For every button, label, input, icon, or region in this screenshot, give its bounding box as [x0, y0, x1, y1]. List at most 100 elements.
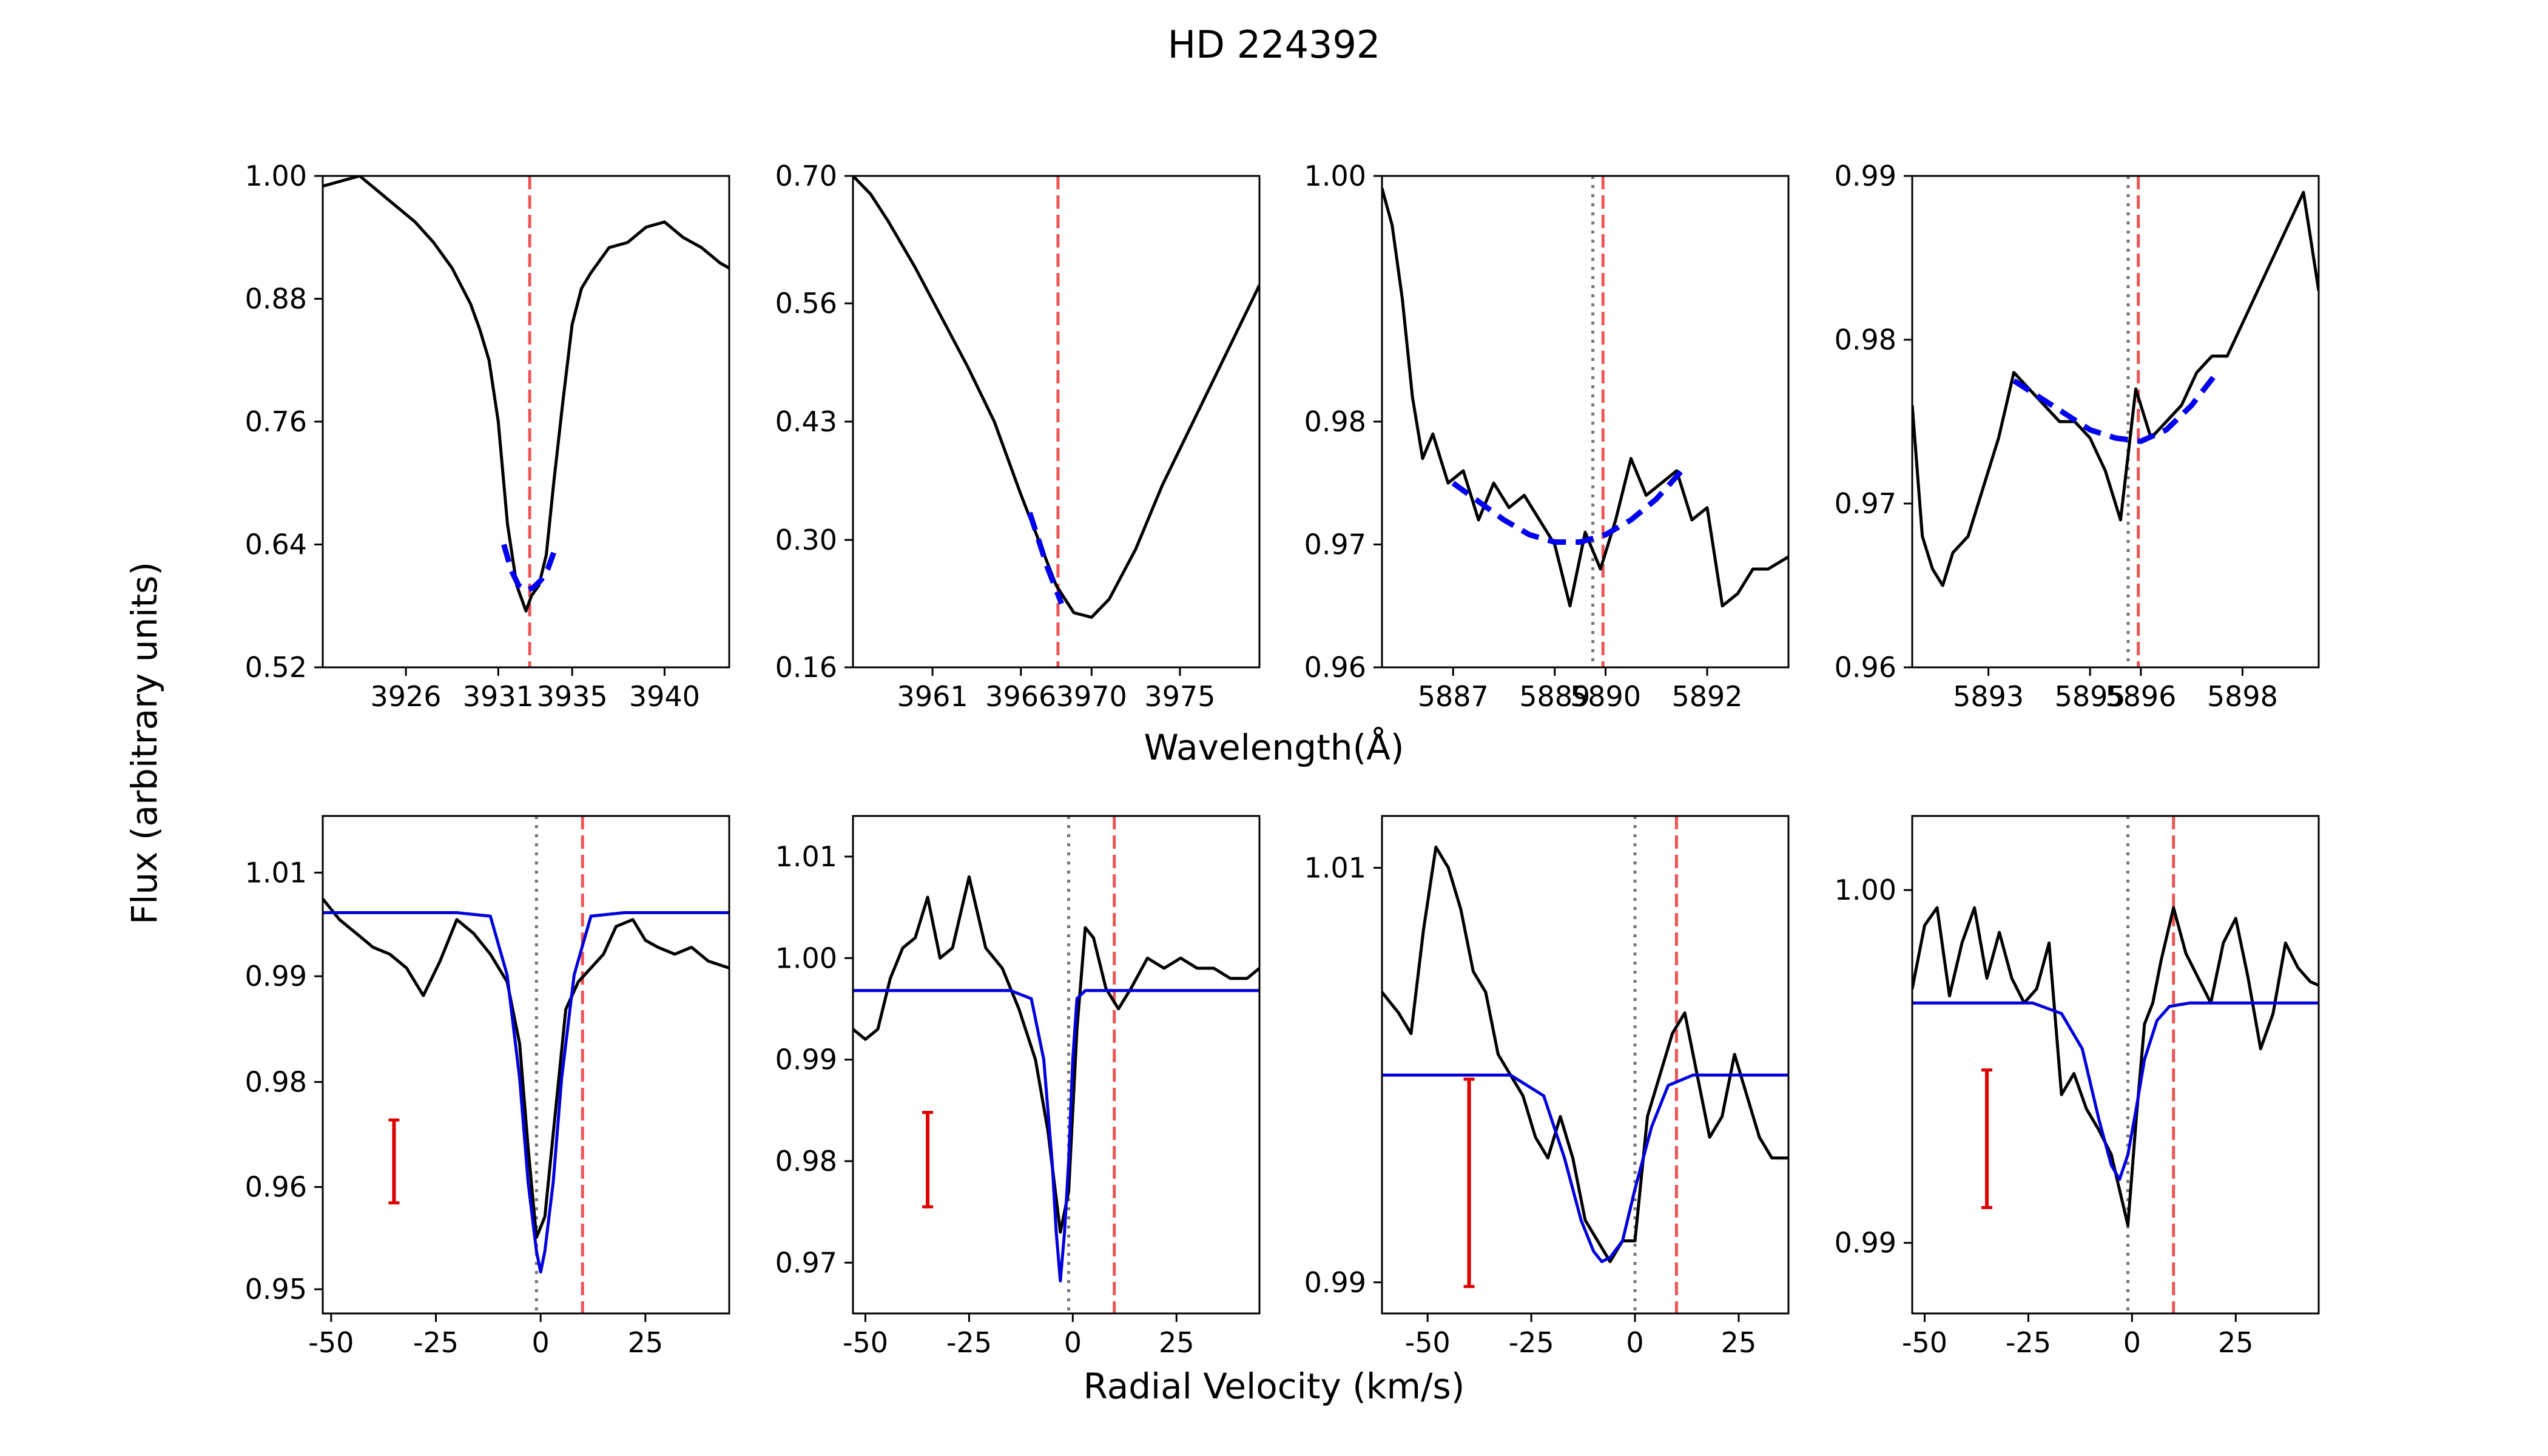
xtick-label-top-1: 3926 — [371, 680, 442, 713]
xtick-label-bottom-3: 25 — [1721, 1326, 1757, 1359]
ytick-label-bottom-2: 1.00 — [775, 942, 837, 974]
panel-top-2: 3961 3966 3970 3975 0.16 0.30 0.43 0.56 0.70 — [775, 160, 1261, 713]
ytick-label-top-1: 0.64 — [245, 528, 307, 561]
xtick-label-top-3: 5889 — [1519, 680, 1590, 713]
ytick-label-bottom-4: 1.00 — [1835, 874, 1896, 906]
ytick-label-bottom-1: 0.95 — [245, 1273, 307, 1306]
xtick-label-top-3: 5887 — [1418, 680, 1489, 713]
ytick-label-top-4: 0.97 — [1835, 487, 1896, 520]
ytick-label-bottom-4: 0.99 — [1835, 1227, 1896, 1259]
ytick-label-top-1: 0.76 — [245, 405, 307, 438]
series-spectrum-top-3 — [1382, 187, 1788, 608]
plot-area-top-4 — [1912, 176, 2319, 667]
xtick-label-top-4: 5895 — [2055, 680, 2126, 713]
ytick-label-top-4: 0.98 — [1835, 323, 1896, 356]
plot-area-bottom-2 — [853, 816, 1259, 1313]
axes-frame-bottom-1 — [322, 815, 730, 1315]
ytick-label-top-1: 0.88 — [245, 283, 307, 315]
axes-frame-bottom-2 — [852, 815, 1261, 1315]
plot-area-bottom-1 — [323, 816, 729, 1313]
ytick-label-bottom-2: 0.99 — [775, 1043, 837, 1076]
ytick-label-bottom-3: 0.99 — [1304, 1266, 1366, 1299]
xtick-label-bottom-4: -25 — [2006, 1326, 2051, 1359]
xtick-label-top-2: 3961 — [897, 680, 968, 713]
figure-title: HD 224392 — [1168, 22, 1381, 67]
xtick-label-top-4: 5893 — [1953, 680, 2024, 713]
series-observed-bottom-1 — [323, 898, 729, 1239]
ytick-label-top-2: 0.56 — [775, 287, 837, 320]
panels: 3926 3931 3935 3940 0.52 0.64 0.76 0.88 1.00 3961… — [245, 160, 2320, 1359]
xtick-label-bottom-4: 25 — [2218, 1326, 2254, 1359]
xtick-label-bottom-4: -50 — [1902, 1326, 1947, 1359]
series-spectrum-top-2 — [853, 176, 1259, 619]
panel-bottom-2: -50 -25 0 25 0.97 0.98 0.99 1.00 1.01 — [775, 815, 1261, 1359]
series-fit-top-4 — [2012, 371, 2220, 444]
ytick-label-top-2: 0.43 — [775, 405, 837, 438]
ytick-label-top-3: 0.96 — [1304, 651, 1366, 684]
series-observed-bottom-4 — [1912, 906, 2319, 1227]
xtick-label-top-3: 5892 — [1671, 680, 1742, 713]
series-observed-bottom-2 — [853, 875, 1259, 1234]
xtick-label-top-3: 5890 — [1570, 680, 1641, 713]
ytick-label-top-4: 0.96 — [1835, 651, 1896, 684]
top-row-xlabel: Wavelength(Å) — [1144, 726, 1404, 768]
ytick-label-top-4: 0.99 — [1835, 160, 1896, 192]
xtick-label-top-4: 5898 — [2207, 680, 2278, 713]
xtick-label-bottom-2: -25 — [946, 1326, 992, 1359]
xtick-label-bottom-2: 0 — [1064, 1326, 1082, 1359]
xtick-label-bottom-1: 25 — [628, 1326, 664, 1359]
xtick-label-top-1: 3940 — [629, 680, 700, 713]
plot-area-top-2 — [853, 176, 1259, 667]
ytick-label-bottom-2: 1.01 — [775, 840, 837, 873]
xtick-label-bottom-4: 0 — [2123, 1326, 2141, 1359]
ytick-label-top-2: 0.70 — [775, 160, 837, 192]
ytick-label-top-2: 0.16 — [775, 651, 837, 684]
plot-area-bottom-4 — [1912, 816, 2319, 1313]
xtick-label-bottom-1: 0 — [532, 1326, 550, 1359]
xtick-label-bottom-3: 0 — [1626, 1326, 1643, 1359]
ytick-label-top-2: 0.30 — [775, 524, 837, 556]
series-model-bottom-1 — [323, 911, 729, 1274]
xtick-label-top-1: 3931 — [463, 680, 534, 713]
plot-area-top-1 — [323, 176, 729, 667]
ytick-label-bottom-1: 0.99 — [245, 960, 307, 993]
ytick-label-top-3: 0.97 — [1304, 528, 1366, 561]
plot-area-bottom-3 — [1382, 816, 1788, 1313]
ytick-label-bottom-2: 0.98 — [775, 1145, 837, 1178]
panel-bottom-4: -50 -25 0 25 0.99 1.00 — [1835, 815, 2320, 1359]
xtick-label-top-2: 3975 — [1144, 680, 1215, 713]
ytick-label-bottom-1: 1.01 — [245, 856, 307, 889]
series-model-bottom-3 — [1382, 1073, 1788, 1264]
xtick-label-bottom-3: -50 — [1405, 1326, 1451, 1359]
xtick-label-top-1: 3935 — [537, 680, 608, 713]
series-model-bottom-4 — [1912, 1001, 2319, 1181]
xtick-label-bottom-1: -25 — [413, 1326, 459, 1359]
xtick-label-bottom-3: -25 — [1509, 1326, 1554, 1359]
bottom-row-xlabel: Radial Velocity (km/s) — [1084, 1366, 1465, 1407]
ytick-label-bottom-2: 0.97 — [775, 1246, 837, 1279]
xtick-label-top-4: 5896 — [2105, 680, 2176, 713]
axes-frame-bottom-3 — [1381, 815, 1790, 1315]
figure-ylabel: Flux (arbitrary units) — [124, 562, 165, 925]
ytick-label-top-3: 1.00 — [1304, 160, 1366, 192]
series-fit-top-1 — [501, 544, 556, 593]
series-spectrum-top-4 — [1912, 190, 2319, 587]
panel-bottom-1: -50 -25 0 25 0.95 0.96 0.98 0.99 1.01 — [245, 815, 730, 1359]
series-spectrum-top-1 — [323, 176, 729, 613]
series-observed-bottom-3 — [1382, 845, 1788, 1264]
axes-frame-bottom-4 — [1911, 815, 2320, 1315]
panel-bottom-3: -50 -25 0 25 0.99 1.01 — [1304, 815, 1790, 1359]
panel-top-1: 3926 3931 3935 3940 0.52 0.64 0.76 0.88 1.00 — [245, 160, 730, 713]
ytick-label-bottom-3: 1.01 — [1304, 851, 1366, 884]
xtick-label-bottom-2: -50 — [843, 1326, 888, 1359]
ytick-label-top-1: 1.00 — [245, 160, 307, 192]
series-model-bottom-2 — [853, 989, 1259, 1282]
xtick-label-top-2: 3970 — [1056, 680, 1127, 713]
ytick-label-bottom-1: 0.96 — [245, 1171, 307, 1204]
xtick-label-bottom-1: -50 — [308, 1326, 354, 1359]
ytick-label-top-1: 0.52 — [245, 651, 307, 684]
axes-frame-top-4 — [1911, 175, 2320, 669]
